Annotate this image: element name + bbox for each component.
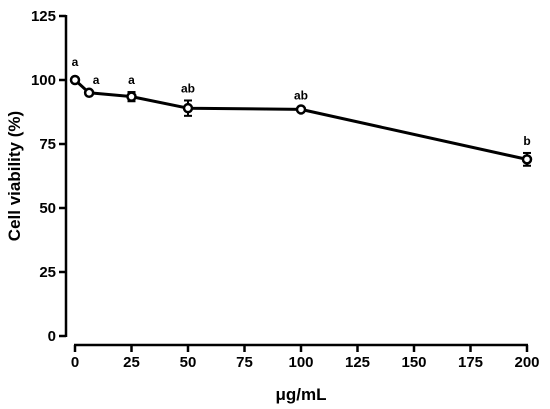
x-tick-label: 200 <box>514 354 539 371</box>
y-axis-title: Cell viability (%) <box>5 111 24 241</box>
data-point <box>521 154 533 165</box>
x-tick-label: 175 <box>458 354 483 371</box>
x-tick-label: 100 <box>288 354 313 371</box>
x-tick-label: 125 <box>345 354 370 371</box>
y-tick-label: 75 <box>39 136 56 153</box>
data-point-label: a <box>93 73 100 87</box>
x-tick-label: 50 <box>180 354 197 371</box>
y-tick-label: 0 <box>48 328 56 345</box>
y-tick-label: 125 <box>31 8 56 25</box>
data-point-label: a <box>128 73 135 87</box>
y-tick-label: 100 <box>31 72 56 89</box>
x-tick-label: 0 <box>71 354 79 371</box>
data-point <box>126 91 137 102</box>
data-point <box>182 102 194 114</box>
labels-layer: aa aab abb <box>72 55 531 148</box>
series-layer <box>69 74 533 167</box>
x-tick-label: 75 <box>236 354 253 371</box>
y-tick-label: 25 <box>39 264 56 281</box>
data-point-label: ab <box>294 88 308 102</box>
x-tick-label: 150 <box>401 354 426 371</box>
data-point <box>69 74 81 86</box>
data-point <box>295 104 307 115</box>
x-tick-label: 25 <box>123 354 140 371</box>
x-axis-title: μg/mL <box>275 385 326 404</box>
data-point-label: a <box>72 55 79 69</box>
data-point-label: ab <box>181 81 195 95</box>
y-tick-label: 50 <box>39 200 56 217</box>
data-point-label: b <box>523 134 530 148</box>
axes: 0 25 50 75 100 125 0 25 50 75 100 125 150 175 200 <box>31 8 540 371</box>
data-point <box>83 87 95 99</box>
